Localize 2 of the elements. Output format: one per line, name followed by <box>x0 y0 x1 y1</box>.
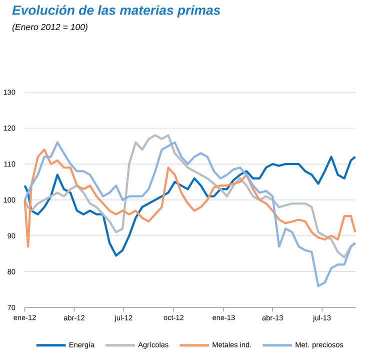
chart-title: Evolución de las materias primas <box>12 5 220 18</box>
chart-subtitle: (Enero 2012 = 100) <box>12 24 88 32</box>
